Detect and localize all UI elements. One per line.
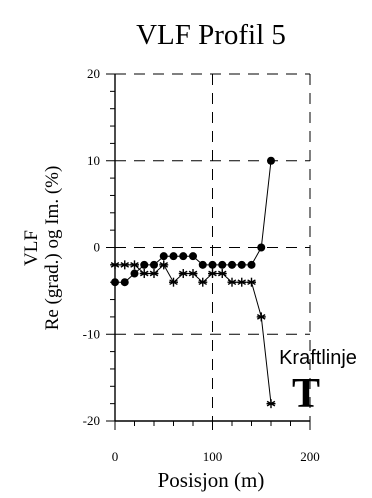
series-lines	[110, 156, 276, 409]
data-point-asterisk	[217, 269, 227, 279]
x-tick-label: 0	[112, 449, 119, 464]
data-point-asterisk	[120, 260, 130, 270]
data-point-circle	[120, 278, 129, 287]
data-point-asterisk	[266, 399, 276, 409]
data-point-circle	[179, 252, 188, 261]
data-point-circle	[150, 260, 158, 269]
data-point-circle	[111, 278, 119, 287]
data-point-circle	[237, 260, 246, 269]
annotation-symbol: T	[292, 371, 320, 417]
x-axis-ticks: 0 100 200	[112, 421, 320, 464]
y-axis-label-line1: VLF	[21, 230, 42, 266]
grid-lines	[115, 73, 311, 421]
data-point-circle	[159, 252, 168, 261]
data-point-asterisk	[178, 269, 188, 279]
data-point-circle	[208, 260, 217, 269]
data-point-asterisk	[237, 277, 247, 287]
data-point-circle	[247, 260, 256, 269]
data-point-asterisk	[159, 260, 169, 270]
data-point-circle	[140, 260, 149, 269]
data-point-circle	[257, 243, 266, 252]
data-point-asterisk	[227, 277, 237, 287]
y-tick-label: -20	[83, 413, 100, 428]
data-point-circle	[267, 156, 275, 165]
data-point-circle	[189, 252, 197, 261]
data-point-asterisk	[188, 269, 198, 279]
annotation-label: Kraftlinje	[279, 347, 357, 369]
y-tick-label: 20	[87, 66, 100, 81]
x-tick-label: 100	[203, 449, 223, 464]
data-point-circle	[169, 252, 178, 261]
data-point-circle	[198, 260, 207, 269]
data-point-asterisk	[256, 312, 266, 322]
data-point-asterisk	[198, 277, 208, 287]
data-point-asterisk	[208, 269, 217, 279]
x-axis-label: Posisjon (m)	[158, 468, 265, 492]
data-point-asterisk	[130, 260, 139, 270]
y-tick-label: 10	[87, 153, 100, 168]
data-point-asterisk	[169, 277, 178, 287]
y-tick-label: 0	[94, 240, 101, 255]
data-point-circle	[228, 260, 236, 269]
y-axis-label-line2: Re (grad.) og Im. (%)	[42, 166, 63, 331]
chart-title: VLF Profil 5	[136, 19, 286, 51]
data-point-asterisk	[110, 260, 120, 270]
data-point-circle	[218, 260, 227, 269]
y-tick-label: -10	[83, 326, 100, 341]
data-point-asterisk	[247, 277, 256, 287]
x-tick-label: 200	[300, 449, 320, 464]
y-axis-ticks: 20 10 0 -10 -20	[83, 66, 115, 428]
data-point-asterisk	[139, 269, 149, 279]
data-point-asterisk	[149, 269, 159, 279]
data-point-circle	[130, 269, 139, 278]
